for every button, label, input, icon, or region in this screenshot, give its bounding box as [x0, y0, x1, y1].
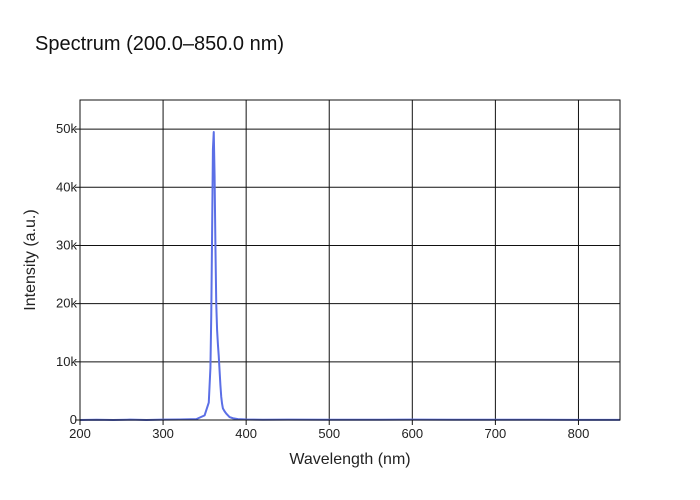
y-tick-label: 0	[70, 412, 77, 427]
y-tick-label: 50k	[56, 121, 77, 136]
spectrum-line	[79, 131, 621, 421]
x-tick-label: 700	[485, 426, 507, 441]
y-tick-label: 20k	[56, 296, 77, 311]
series-lines	[79, 131, 621, 421]
y-axis-title: Intensity (a.u.)	[22, 209, 39, 310]
chart-title: Spectrum (200.0–850.0 nm)	[35, 33, 284, 55]
x-tick-label: 200	[69, 426, 91, 441]
x-tick-label: 500	[318, 426, 340, 441]
plot-frame	[79, 99, 621, 421]
x-tick-label: 600	[401, 426, 423, 441]
x-tick-label: 800	[568, 426, 590, 441]
y-tick-label: 30k	[56, 237, 77, 252]
x-tick-label: 400	[235, 426, 257, 441]
y-tick-labels: 0 10k 20k 30k 40k 50k	[56, 121, 80, 427]
x-axis-title: Wavelength (nm)	[289, 451, 410, 468]
y-tick-label: 10k	[56, 354, 77, 369]
grid-lines	[80, 100, 620, 420]
x-tick-label: 300	[152, 426, 174, 441]
y-tick-label: 40k	[56, 179, 77, 194]
x-tick-labels: 200 300 400 500 600 700 800	[69, 420, 589, 441]
